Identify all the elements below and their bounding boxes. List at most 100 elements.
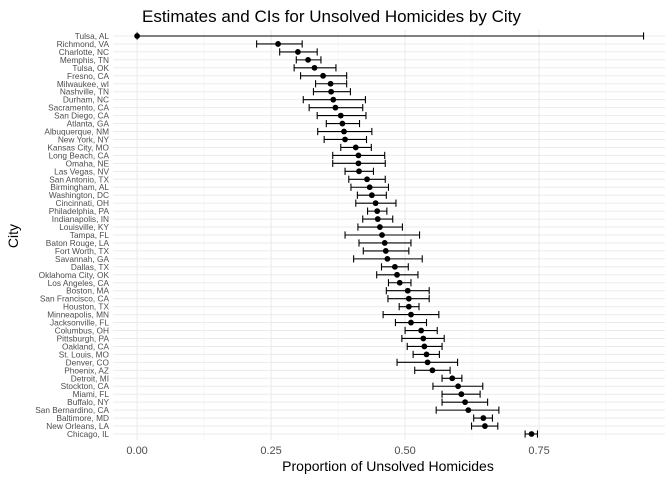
y-tick-label: Boston, MA xyxy=(66,286,109,296)
data-point xyxy=(408,319,414,326)
y-tick-label: Richmond, VA xyxy=(57,39,110,49)
y-tick-label: Atlanta, GA xyxy=(67,119,110,129)
data-point xyxy=(458,391,465,398)
y-tick-label: Columbus, OH xyxy=(55,326,109,336)
y-tick-label: Sacramento, CA xyxy=(48,103,109,113)
data-point xyxy=(376,224,383,230)
y-tick-label: Baltimore, MD xyxy=(56,413,109,423)
y-tick-label: Jacksonville, FL xyxy=(50,318,109,328)
data-point xyxy=(429,367,436,374)
y-tick-label: Stockton, CA xyxy=(61,381,110,391)
y-tick-label: Pittsburgh, PA xyxy=(57,333,110,343)
y-tick-label: Washington, DC xyxy=(49,190,109,200)
data-point xyxy=(424,359,431,366)
y-tick-label: Birmingham, AL xyxy=(50,182,109,192)
y-tick-label: Kansas City, MO xyxy=(47,142,109,152)
y-tick-label: Buffalo, NY xyxy=(67,397,109,407)
data-point xyxy=(482,423,488,429)
y-tick-label: Omaha, NE xyxy=(66,158,110,168)
data-point xyxy=(332,104,339,111)
data-point xyxy=(134,33,141,39)
x-tick-label: 0.50 xyxy=(394,445,415,457)
data-point xyxy=(320,72,326,79)
data-point xyxy=(352,144,359,151)
x-tick-label: 0.00 xyxy=(126,445,147,457)
y-tick-label: Houston, TX xyxy=(63,302,109,312)
data-point xyxy=(364,176,370,183)
y-tick-label: Long Beach, CA xyxy=(49,150,110,160)
grid-lines xyxy=(113,30,665,440)
y-tick-label: Miami, FL xyxy=(73,389,110,399)
y-axis-title: City xyxy=(5,224,21,248)
y-tick-label: St. Louis, MO xyxy=(59,349,110,359)
data-point xyxy=(480,415,487,421)
data-point xyxy=(420,335,427,342)
data-point xyxy=(355,152,362,159)
y-tick-label: Louisville, KY xyxy=(59,222,109,232)
x-tick-label: 0.75 xyxy=(528,445,549,457)
data-point xyxy=(328,88,335,95)
y-tick-label: New Orleans, LA xyxy=(46,421,109,431)
data-point xyxy=(394,271,400,278)
data-point xyxy=(366,184,373,191)
data-point xyxy=(396,279,403,286)
plot-panel xyxy=(113,30,665,440)
data-point xyxy=(455,383,462,390)
data-point xyxy=(379,232,385,238)
y-tick-label: Denver, CO xyxy=(66,357,110,367)
data-point xyxy=(381,240,388,246)
data-point xyxy=(330,96,337,103)
y-tick-label: San Diego, CA xyxy=(54,111,109,121)
y-tick-label: Phoenix, AZ xyxy=(64,365,109,375)
data-point xyxy=(423,351,430,358)
data-point xyxy=(391,263,398,270)
y-tick-label: Oakland, CA xyxy=(62,341,110,351)
data-point xyxy=(311,64,318,71)
y-tick-label: Philadelphia, PA xyxy=(49,206,110,216)
x-tick-label: 0.25 xyxy=(260,445,281,457)
x-axis-title: Proportion of Unsolved Homicides xyxy=(282,458,494,474)
error-bar xyxy=(136,32,645,40)
y-tick-label: Chicago, IL xyxy=(67,429,109,439)
y-tick-label: Milwaukee, wI xyxy=(57,79,109,89)
data-point xyxy=(342,136,348,143)
y-tick-label: Las Vegas, NV xyxy=(54,166,109,176)
y-tick-label: Fort Worth, TX xyxy=(55,246,110,256)
y-tick-label: Dallas, TX xyxy=(71,262,110,272)
data-point xyxy=(374,216,381,222)
data-point xyxy=(356,168,362,175)
y-tick-label: Indianapolis, IN xyxy=(52,214,109,224)
y-tick-label: Nashville, TN xyxy=(60,87,109,97)
y-tick-label: San Francisco, CA xyxy=(40,294,110,304)
y-tick-label: Detroit, MI xyxy=(71,373,109,383)
data-point xyxy=(305,56,311,63)
data-point xyxy=(341,128,347,135)
data-point xyxy=(294,49,301,55)
data-point xyxy=(405,303,412,310)
data-point xyxy=(465,407,472,414)
y-tick-label: Memphis, TN xyxy=(60,55,109,65)
x-axis-ticks: 0.00 0.25 0.50 0.75 xyxy=(126,445,549,457)
data-point xyxy=(404,287,411,294)
data-point xyxy=(275,41,281,47)
data-points xyxy=(134,33,535,437)
data-point xyxy=(384,255,391,262)
data-point xyxy=(368,192,375,199)
data-point xyxy=(374,208,381,215)
data-point xyxy=(408,311,414,318)
data-point xyxy=(382,248,389,254)
y-tick-label: New York, NY xyxy=(58,134,110,144)
data-point xyxy=(372,200,379,207)
data-point xyxy=(449,375,456,382)
y-tick-label: Cincinnati, OH xyxy=(56,198,110,208)
chart-title: Estimates and CIs for Unsolved Homicides… xyxy=(142,7,521,26)
y-tick-label: Oklahoma City, OK xyxy=(39,270,110,280)
y-tick-label: Albuquerque, NM xyxy=(44,127,109,137)
data-point xyxy=(339,120,346,127)
y-tick-label: Tulsa, AL xyxy=(75,31,110,41)
data-point xyxy=(355,160,362,167)
y-tick-label: Baton Rouge, LA xyxy=(46,238,110,248)
y-tick-label: Minneapolis, MN xyxy=(47,310,109,320)
y-tick-label: Tulsa, OK xyxy=(72,63,109,73)
